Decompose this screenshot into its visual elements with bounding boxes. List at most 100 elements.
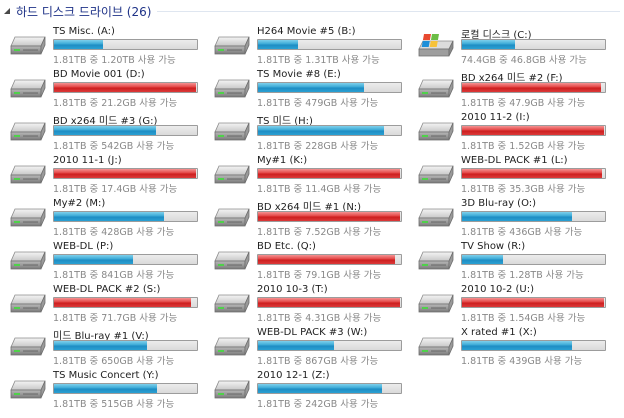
hard-drive-icon [416,335,456,361]
hard-drive-icon [212,378,252,404]
drive-usage-fill [54,126,156,135]
drive-name: 미드 Blu-ray #1 (V:) [53,331,149,342]
hard-drive-icon [416,77,456,103]
drive-item[interactable]: X rated #1 (X:) 1.81TB 중 439GB 사용 가능 [408,323,618,367]
hard-drive-icon [212,163,252,189]
drive-usage-bar [53,82,198,93]
drive-usage-bar [461,82,606,93]
hard-drive-icon [8,335,48,361]
drive-usage-fill [258,83,364,92]
drive-name: 로컬 디스크 (C:) [461,30,532,41]
hard-drive-icon [8,120,48,146]
drive-usage-bar [257,383,402,394]
drive-free-space: 1.81TB 중 479GB 사용 가능 [257,98,379,109]
drive-item[interactable]: My#2 (M:) 1.81TB 중 428GB 사용 가능 [0,194,200,238]
drive-grid: TS Misc. (A:) 1.81TB 중 1.20TB 사용 가능 H264… [0,22,618,410]
drive-item[interactable]: TV Show (R:) 1.81TB 중 1.28TB 사용 가능 [408,237,618,281]
drive-item[interactable]: WEB-DL PACK #3 (W:) 1.81TB 중 867GB 사용 가능 [204,323,404,367]
drive-item[interactable]: 로컬 디스크 (C:) 74.4GB 중 46.8GB 사용 가능 [408,22,618,66]
hard-drive-icon [416,292,456,318]
drive-free-space: 1.81TB 중 1.52GB 사용 가능 [461,141,586,152]
drive-name: TV Show (R:) [461,241,526,252]
drive-usage-fill [54,255,133,264]
drive-free-space: 1.81TB 중 47.9GB 사용 가능 [461,98,586,109]
drive-usage-bar [461,39,606,50]
drive-usage-fill [462,40,515,49]
drive-free-space: 1.81TB 중 439GB 사용 가능 [461,356,583,367]
drive-name: My#2 (M:) [53,198,106,209]
drive-usage-fill [54,341,147,350]
drive-item[interactable]: BD x264 미드 #3 (G:) 1.81TB 중 542GB 사용 가능 [0,108,200,152]
drive-item[interactable]: 미드 Blu-ray #1 (V:) 1.81TB 중 650GB 사용 가능 [0,323,200,367]
section-header[interactable]: 하드 디스크 드라이브 (26) [0,0,624,22]
drive-name: TS Misc. (A:) [53,26,115,37]
drive-usage-bar [257,125,402,136]
drive-item[interactable]: 2010 11-2 (I:) 1.81TB 중 1.52GB 사용 가능 [408,108,618,152]
drive-item[interactable]: WEB-DL PACK #2 (S:) 1.81TB 중 71.7GB 사용 가… [0,280,200,324]
drive-item[interactable]: 3D Blu-ray (O:) 1.81TB 중 436GB 사용 가능 [408,194,618,238]
drive-usage-fill [258,212,400,221]
drive-usage-fill [258,126,384,135]
drive-item[interactable]: 2010 12-1 (Z:) 1.81TB 중 242GB 사용 가능 [204,366,404,410]
drive-usage-fill [258,384,383,393]
drive-usage-bar [257,39,402,50]
drive-free-space: 1.81TB 중 1.28TB 사용 가능 [461,270,584,281]
drive-name: 3D Blu-ray (O:) [461,198,537,209]
drive-item[interactable]: TS Movie #8 (E:) 1.81TB 중 479GB 사용 가능 [204,65,404,109]
drive-name: 2010 10-3 (T:) [257,284,328,295]
drive-name: My#1 (K:) [257,155,308,166]
drive-item[interactable]: 2010 10-2 (U:) 1.81TB 중 1.54GB 사용 가능 [408,280,618,324]
drive-usage-fill [462,255,504,264]
drive-free-space: 1.81TB 중 21.2GB 사용 가능 [53,98,178,109]
drive-usage-bar [461,254,606,265]
drive-item[interactable]: WEB-DL PACK #1 (L:) 1.81TB 중 35.3GB 사용 가… [408,151,618,195]
drive-usage-bar [257,82,402,93]
drive-free-space: 1.81TB 중 4.31GB 사용 가능 [257,313,382,324]
drive-free-space: 1.81TB 중 650GB 사용 가능 [53,356,175,367]
drive-item[interactable]: BD x264 미드 #2 (F:) 1.81TB 중 47.9GB 사용 가능 [408,65,618,109]
drive-usage-bar [257,297,402,308]
drive-usage-bar [53,125,198,136]
drive-usage-fill [54,384,157,393]
drive-free-space: 1.81TB 중 428GB 사용 가능 [53,227,175,238]
drive-name: WEB-DL PACK #1 (L:) [461,155,568,166]
drive-free-space: 1.81TB 중 841GB 사용 가능 [53,270,175,281]
drive-item[interactable]: TS Misc. (A:) 1.81TB 중 1.20TB 사용 가능 [0,22,200,66]
hard-drive-icon [8,249,48,275]
drive-free-space: 1.81TB 중 515GB 사용 가능 [53,399,175,410]
drive-item[interactable]: WEB-DL (P:) 1.81TB 중 841GB 사용 가능 [0,237,200,281]
drive-free-space: 1.81TB 중 71.7GB 사용 가능 [53,313,178,324]
drive-name: H264 Movie #5 (B:) [257,26,356,37]
collapse-chevron-icon[interactable] [2,0,12,22]
drive-name: WEB-DL (P:) [53,241,114,252]
drive-usage-bar [53,39,198,50]
drive-item[interactable]: BD Movie 001 (D:) 1.81TB 중 21.2GB 사용 가능 [0,65,200,109]
drive-usage-bar [53,383,198,394]
section-divider [157,10,620,12]
drive-item[interactable]: 2010 10-3 (T:) 1.81TB 중 4.31GB 사용 가능 [204,280,404,324]
drive-usage-fill [462,83,601,92]
drive-item[interactable]: BD Etc. (Q:) 1.81TB 중 79.1GB 사용 가능 [204,237,404,281]
drive-free-space: 1.81TB 중 436GB 사용 가능 [461,227,583,238]
drive-item[interactable]: TS Music Concert (Y:) 1.81TB 중 515GB 사용 … [0,366,200,410]
drive-usage-bar [257,211,402,222]
drive-usage-fill [54,169,196,178]
drive-item[interactable]: H264 Movie #5 (B:) 1.81TB 중 1.31TB 사용 가능 [204,22,404,66]
drive-usage-bar [461,340,606,351]
drive-item[interactable]: 2010 11-1 (J:) 1.81TB 중 17.4GB 사용 가능 [0,151,200,195]
hard-drive-icon [8,34,48,60]
drive-usage-bar [257,340,402,351]
drive-name: 2010 11-1 (J:) [53,155,122,166]
hard-drive-icon [212,292,252,318]
drive-free-space: 1.81TB 중 11.4GB 사용 가능 [257,184,382,195]
drive-item[interactable]: BD x264 미드 #1 (N:) 1.81TB 중 7.52GB 사용 가능 [204,194,404,238]
drive-item[interactable]: TS 미드 (H:) 1.81TB 중 228GB 사용 가능 [204,108,404,152]
drive-usage-fill [258,341,334,350]
hard-drive-icon [416,120,456,146]
hard-drive-icon [8,206,48,232]
hard-drive-icon [212,249,252,275]
drive-item[interactable]: My#1 (K:) 1.81TB 중 11.4GB 사용 가능 [204,151,404,195]
drive-usage-fill [54,298,192,307]
drive-usage-bar [257,254,402,265]
hard-drive-icon [212,34,252,60]
